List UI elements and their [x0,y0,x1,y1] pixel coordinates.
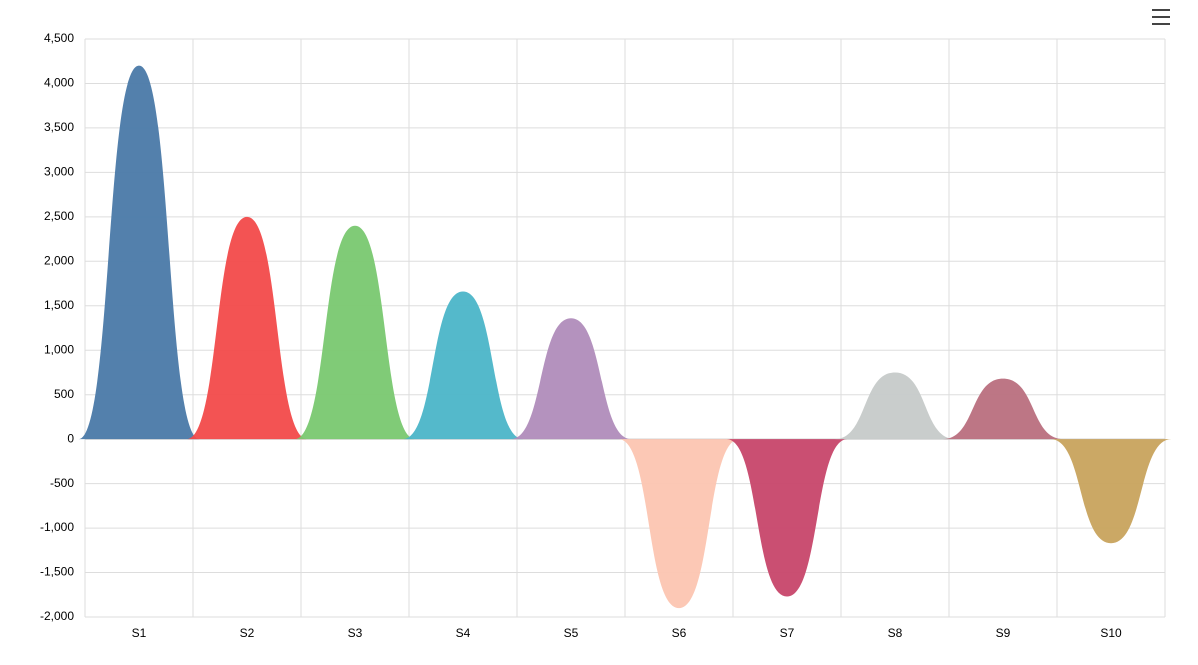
y-tick-label: 1,000 [44,342,74,356]
x-tick-label: S3 [348,626,363,640]
bell-column [618,439,740,609]
y-tick-label: 2,000 [44,253,74,267]
y-tick-label: -500 [50,476,74,490]
y-tick-label: -1,000 [40,520,74,534]
y-tick-label: -2,000 [40,609,74,623]
y-tick-label: 3,500 [44,120,74,134]
bell-column [186,216,308,440]
x-tick-label: S4 [456,626,471,640]
x-tick-label: S2 [240,626,255,640]
x-tick-label: S5 [564,626,579,640]
bell-column [294,225,416,440]
y-tick-label: 1,500 [44,298,74,312]
bell-column [402,291,524,440]
menu-button[interactable] [1146,4,1174,30]
x-tick-label: S10 [1100,626,1122,640]
bell-column [78,65,200,440]
y-tick-label: 2,500 [44,209,74,223]
x-tick-label: S1 [132,626,147,640]
y-tick-label: 3,000 [44,165,74,179]
y-tick-label: -1,500 [40,565,74,579]
bell-column [942,378,1064,440]
bell-column [834,372,956,440]
bell-column [726,439,848,597]
y-tick-label: 4,000 [44,76,74,90]
y-tick-label: 4,500 [44,31,74,45]
x-tick-label: S6 [672,626,687,640]
y-tick-label: 0 [67,431,74,445]
x-tick-label: S8 [888,626,903,640]
y-tick-label: 500 [54,387,74,401]
bell-column [510,318,632,440]
bell-column [1050,439,1172,544]
x-tick-label: S9 [996,626,1011,640]
x-tick-label: S7 [780,626,795,640]
